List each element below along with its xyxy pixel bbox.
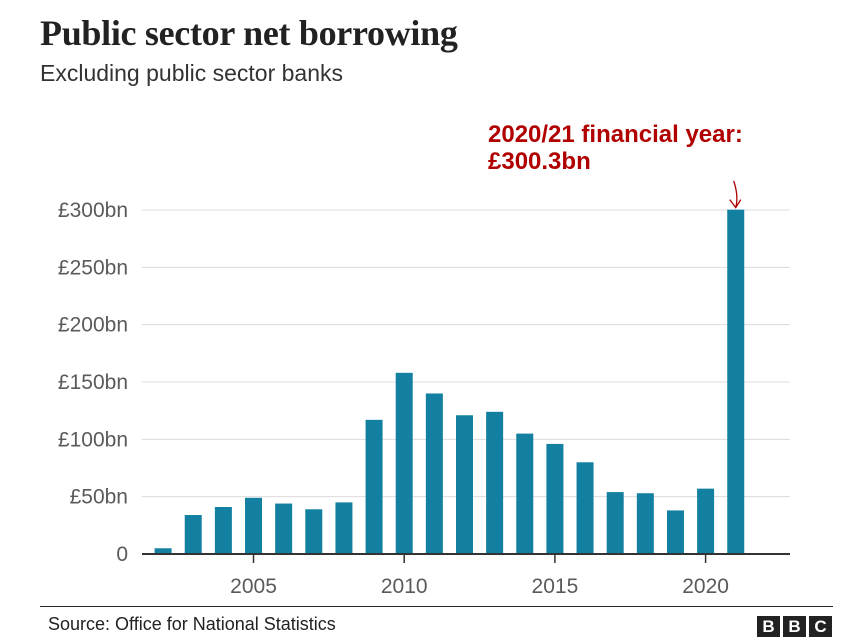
bar xyxy=(305,509,323,554)
y-tick-label: £300bn xyxy=(58,199,128,222)
source-note: Source: Office for National Statistics xyxy=(48,614,336,634)
bar xyxy=(516,433,534,554)
x-tick-label: 2015 xyxy=(532,575,579,598)
y-tick-label: £200bn xyxy=(58,314,128,337)
bar xyxy=(154,548,172,554)
bar xyxy=(546,443,564,554)
bar xyxy=(666,510,684,554)
bar xyxy=(184,515,202,554)
bar xyxy=(275,503,293,554)
x-tick-label: 2005 xyxy=(230,575,277,598)
bar xyxy=(455,415,473,554)
footer-divider xyxy=(40,606,833,607)
y-tick-label: 0 xyxy=(116,543,128,566)
annotation-line-2: £300.3bn xyxy=(488,148,591,175)
annotation-line-1: 2020/21 financial year: xyxy=(488,121,743,148)
annotation-arrowhead xyxy=(729,199,742,209)
annotation-arrow xyxy=(733,180,738,208)
bar xyxy=(697,488,715,554)
y-tick-label: £100bn xyxy=(58,428,128,451)
y-tick-label: £50bn xyxy=(70,486,128,509)
x-tick-label: 2010 xyxy=(381,575,428,598)
bar xyxy=(727,209,745,554)
bar xyxy=(636,493,654,554)
logo-letter: B xyxy=(783,616,806,637)
bbc-logo: B B C xyxy=(757,616,832,637)
bar xyxy=(486,411,504,554)
y-tick-label: £250bn xyxy=(58,256,128,279)
x-tick-label: 2020 xyxy=(682,575,729,598)
logo-letter: C xyxy=(809,616,832,637)
bar xyxy=(576,462,594,554)
bar-chart: 0 £50bn £100bn £150bn £200bn £250bn £300bn 2005… xyxy=(58,121,790,598)
bar xyxy=(335,502,353,554)
chart-subtitle: Excluding public sector banks xyxy=(40,60,343,86)
bar xyxy=(214,506,232,554)
bar xyxy=(606,492,624,554)
chart-title: Public sector net borrowing xyxy=(40,13,458,53)
bar xyxy=(395,372,413,554)
bar xyxy=(245,497,263,554)
bar xyxy=(425,393,443,554)
y-tick-label: £150bn xyxy=(58,371,128,394)
logo-letter: B xyxy=(757,616,780,637)
bar xyxy=(365,419,383,554)
